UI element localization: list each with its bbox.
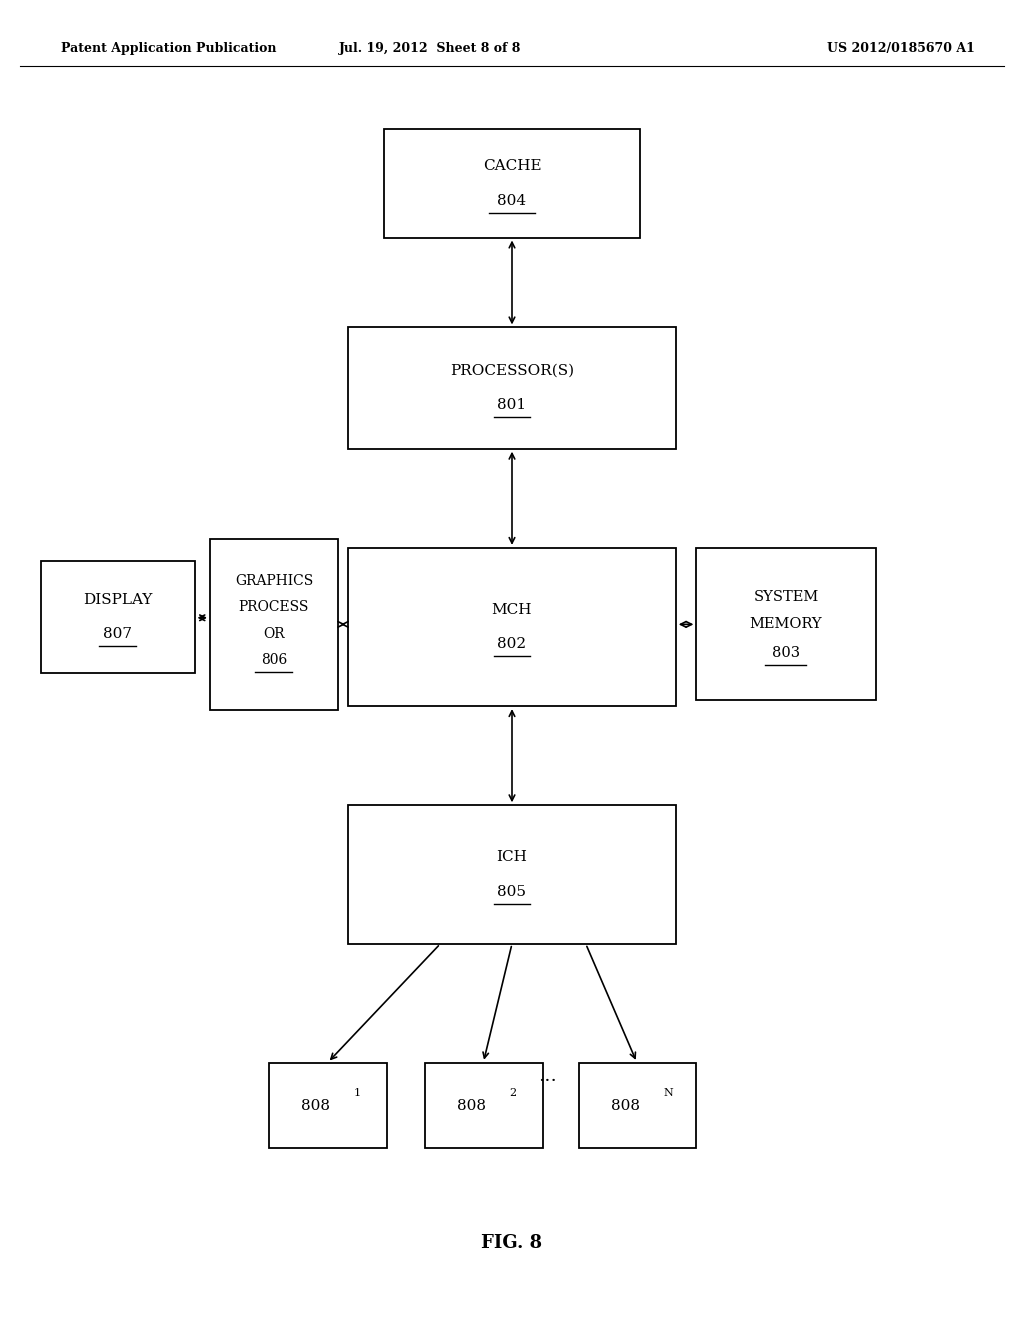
Text: ICH: ICH [497,850,527,865]
Text: MEMORY: MEMORY [750,616,822,631]
Text: 805: 805 [498,884,526,899]
Text: PROCESSOR(S): PROCESSOR(S) [450,364,574,378]
Bar [425,1063,543,1148]
Bar [696,548,876,700]
Text: MCH: MCH [492,603,532,616]
Text: DISPLAY: DISPLAY [83,593,153,607]
Text: N: N [664,1088,673,1098]
Bar [348,548,676,706]
Text: SYSTEM: SYSTEM [754,590,818,605]
Bar [579,1063,696,1148]
Text: 2: 2 [510,1088,516,1098]
Bar [348,805,676,944]
Text: 808: 808 [457,1098,486,1113]
Text: GRAPHICS: GRAPHICS [234,574,313,587]
Text: FIG. 8: FIG. 8 [481,1234,543,1253]
Text: 802: 802 [498,638,526,651]
Bar [348,327,676,449]
Text: 806: 806 [261,653,287,667]
Text: OR: OR [263,627,285,640]
Text: Jul. 19, 2012  Sheet 8 of 8: Jul. 19, 2012 Sheet 8 of 8 [339,42,521,55]
Text: CACHE: CACHE [482,160,542,173]
Text: 804: 804 [498,194,526,207]
Bar [210,539,338,710]
Bar [269,1063,387,1148]
Text: 1: 1 [354,1088,360,1098]
Text: ...: ... [539,1067,557,1085]
Text: 807: 807 [103,627,132,642]
Bar [41,561,195,673]
Text: 803: 803 [772,645,800,660]
Text: US 2012/0185670 A1: US 2012/0185670 A1 [827,42,975,55]
Text: 808: 808 [610,1098,640,1113]
Text: 801: 801 [498,399,526,412]
Text: Patent Application Publication: Patent Application Publication [61,42,276,55]
Text: 808: 808 [301,1098,331,1113]
Text: PROCESS: PROCESS [239,601,309,614]
Bar [384,129,640,238]
